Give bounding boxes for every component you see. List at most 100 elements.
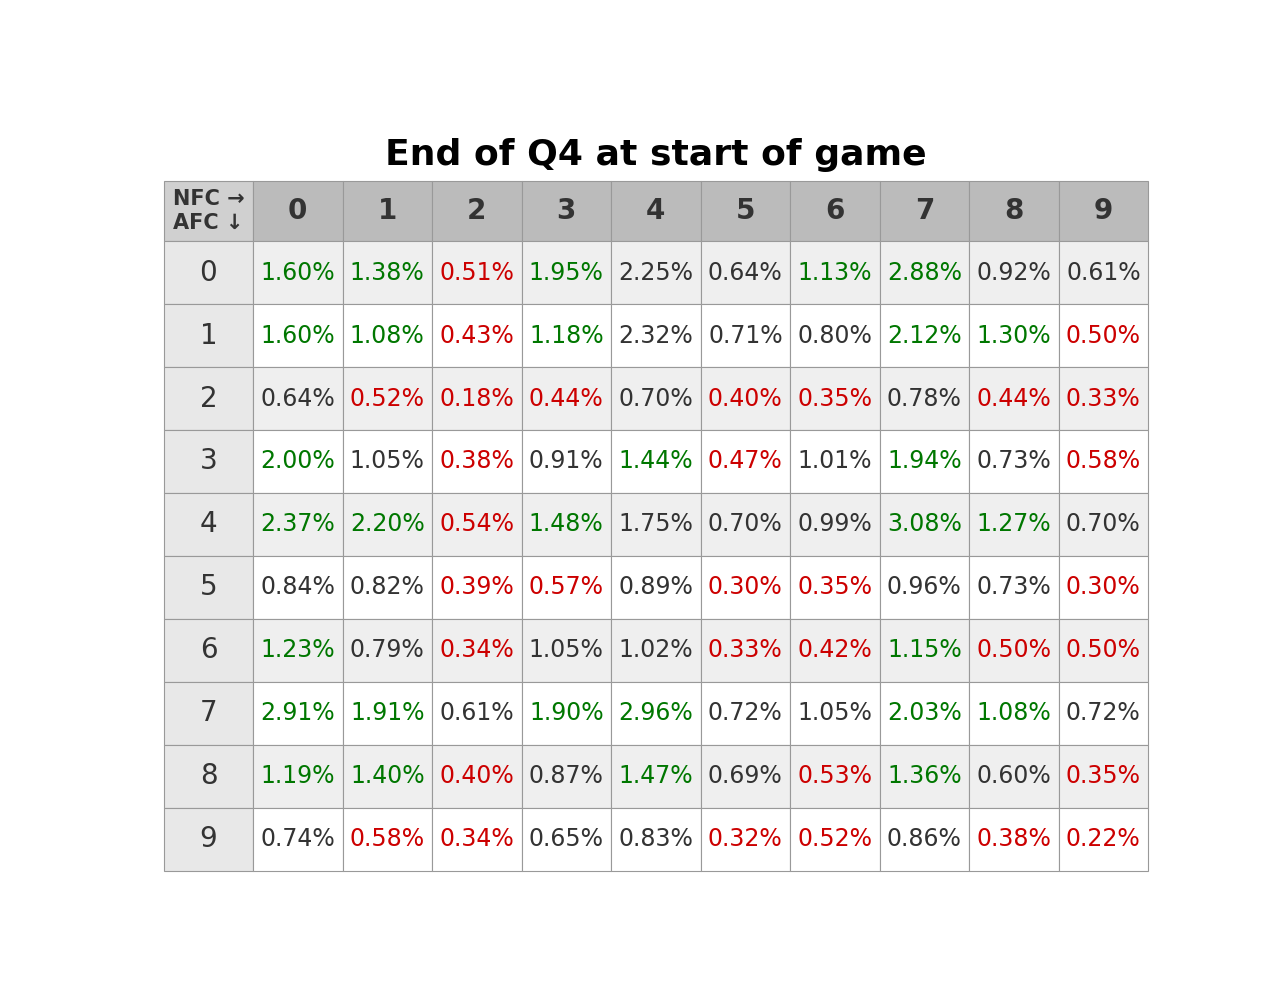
Text: 0.79%: 0.79% <box>349 638 425 663</box>
Bar <box>253 556 343 619</box>
Bar <box>253 241 343 304</box>
Bar <box>164 745 253 808</box>
Text: 8: 8 <box>200 762 218 791</box>
Text: 0.34%: 0.34% <box>439 828 515 851</box>
Bar <box>433 241 521 304</box>
Text: 0.33%: 0.33% <box>1066 387 1140 410</box>
Text: 7: 7 <box>915 197 934 225</box>
Text: 0.42%: 0.42% <box>797 638 872 663</box>
Bar <box>969 241 1059 304</box>
Text: 0.61%: 0.61% <box>1066 260 1140 285</box>
Bar <box>343 745 433 808</box>
Bar <box>343 241 433 304</box>
Text: 0.64%: 0.64% <box>708 260 782 285</box>
Text: 1.19%: 1.19% <box>261 764 335 789</box>
Text: 2: 2 <box>200 385 218 412</box>
Bar <box>611 619 700 682</box>
Bar <box>253 367 343 430</box>
Bar <box>164 367 253 430</box>
Bar <box>1059 556 1148 619</box>
Bar <box>790 430 879 493</box>
Text: 0.18%: 0.18% <box>439 387 515 410</box>
Bar <box>969 304 1059 367</box>
Bar <box>253 430 343 493</box>
Text: 0.92%: 0.92% <box>977 260 1051 285</box>
Bar <box>611 682 700 745</box>
Bar <box>1059 181 1148 241</box>
Bar <box>969 430 1059 493</box>
Text: 1.05%: 1.05% <box>529 638 604 663</box>
Bar <box>790 808 879 871</box>
Bar <box>790 241 879 304</box>
Bar <box>700 181 790 241</box>
Text: 1.47%: 1.47% <box>618 764 692 789</box>
Text: 1: 1 <box>378 197 397 225</box>
Text: 1.95%: 1.95% <box>529 260 604 285</box>
Text: 0.40%: 0.40% <box>708 387 782 410</box>
Bar <box>433 556 521 619</box>
Text: 0.44%: 0.44% <box>977 387 1051 410</box>
Bar <box>164 241 253 304</box>
Text: 2.96%: 2.96% <box>618 701 694 726</box>
Bar <box>164 619 253 682</box>
Text: 1.01%: 1.01% <box>797 450 872 473</box>
Text: 0.74%: 0.74% <box>260 828 335 851</box>
Bar <box>253 745 343 808</box>
Text: 1.48%: 1.48% <box>529 513 604 536</box>
Text: 0.50%: 0.50% <box>977 638 1051 663</box>
Text: 1.13%: 1.13% <box>797 260 872 285</box>
Bar <box>790 556 879 619</box>
Bar <box>1059 493 1148 556</box>
Text: 0.35%: 0.35% <box>797 387 873 410</box>
Bar <box>1059 745 1148 808</box>
Bar <box>1059 619 1148 682</box>
Text: 2.00%: 2.00% <box>260 450 335 473</box>
Text: 2.32%: 2.32% <box>618 323 694 348</box>
Bar <box>164 181 253 241</box>
Bar <box>433 682 521 745</box>
Bar <box>969 493 1059 556</box>
Text: 0.43%: 0.43% <box>439 323 515 348</box>
Text: 6: 6 <box>826 197 845 225</box>
Bar <box>790 304 879 367</box>
Bar <box>611 304 700 367</box>
Text: 2.88%: 2.88% <box>887 260 961 285</box>
Bar <box>611 556 700 619</box>
Bar <box>343 556 433 619</box>
Text: 1.05%: 1.05% <box>797 701 872 726</box>
Text: 0.40%: 0.40% <box>439 764 515 789</box>
Text: 1.05%: 1.05% <box>349 450 425 473</box>
Bar <box>611 808 700 871</box>
Text: 0: 0 <box>288 197 307 225</box>
Text: 2.91%: 2.91% <box>260 701 335 726</box>
Bar <box>521 304 611 367</box>
Text: 1.40%: 1.40% <box>349 764 425 789</box>
Text: 3: 3 <box>200 448 218 475</box>
Bar <box>164 556 253 619</box>
Bar <box>700 493 790 556</box>
Text: 2.37%: 2.37% <box>260 513 335 536</box>
Text: 0.38%: 0.38% <box>439 450 515 473</box>
Text: 9: 9 <box>1093 197 1114 225</box>
Text: 1: 1 <box>200 321 218 350</box>
Text: 0.22%: 0.22% <box>1066 828 1140 851</box>
Text: 5: 5 <box>736 197 755 225</box>
Text: NFC →
AFC ↓: NFC → AFC ↓ <box>173 190 244 233</box>
Bar <box>433 367 521 430</box>
Bar <box>1059 241 1148 304</box>
Bar <box>253 808 343 871</box>
Text: 1.08%: 1.08% <box>977 701 1051 726</box>
Text: 1.75%: 1.75% <box>618 513 694 536</box>
Bar <box>879 682 969 745</box>
Text: 1.44%: 1.44% <box>618 450 692 473</box>
Bar <box>1059 682 1148 745</box>
Text: 0.34%: 0.34% <box>439 638 515 663</box>
Bar <box>790 682 879 745</box>
Bar <box>253 619 343 682</box>
Text: 1.23%: 1.23% <box>260 638 335 663</box>
Bar <box>521 493 611 556</box>
Bar <box>790 181 879 241</box>
Bar <box>700 745 790 808</box>
Bar <box>879 808 969 871</box>
Bar <box>700 241 790 304</box>
